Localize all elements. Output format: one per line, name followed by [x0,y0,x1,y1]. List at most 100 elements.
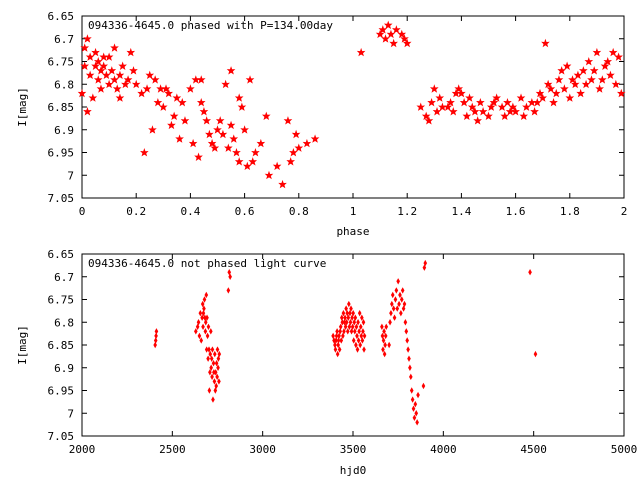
data-point [381,34,390,43]
y-tick-label: 6.8 [54,78,74,91]
data-point [200,300,205,308]
data-point [334,332,339,340]
chart-title: 094336-4645.0 phased with P=134.00day [88,19,333,32]
x-tick-label: 2 [621,205,628,218]
data-point [261,111,271,120]
data-point [380,332,385,340]
data-point [256,138,266,148]
data-point [202,296,207,303]
data-point [131,79,141,89]
data-point [213,125,222,134]
data-point [336,341,340,349]
data-point [203,328,208,335]
data-point [226,66,236,75]
data-point [383,20,393,29]
data-point [350,323,355,330]
data-points [77,20,626,189]
data-point [115,70,125,80]
data-point [579,66,588,75]
x-tick-label: 2500 [159,443,186,456]
data-point [398,291,402,299]
y-tick-label: 6.8 [54,316,74,329]
data-point [153,337,158,344]
data-point [245,75,255,84]
data-point [237,102,247,111]
data-point [413,400,418,408]
x-tick-label: 0.2 [126,205,146,218]
data-point [154,328,159,335]
chart-panel-1: 0 0.2 0.4 0.6 0.8 1 1.2 1.4 1.6 1.8 2 6.65 6.7 6.75 6.… [16,10,627,238]
data-point [215,373,219,381]
data-point [338,328,342,335]
x-tick-label: 0.6 [235,205,255,218]
data-point [530,107,539,116]
data-point [112,84,122,93]
data-point [202,305,206,312]
data-point [154,332,158,340]
data-point [549,97,558,107]
data-point [448,107,458,116]
data-point [598,75,607,84]
data-point [554,75,564,84]
data-point [392,314,397,321]
data-point [581,79,591,89]
data-point [562,61,572,70]
data-point [338,323,343,330]
data-point [310,134,320,143]
data-point [209,364,213,371]
data-point [175,134,184,143]
x-tick-label: 5000 [611,443,638,456]
data-point [415,419,419,426]
data-point [421,382,426,390]
data-point [342,328,346,335]
data-point [384,323,389,330]
data-point [351,337,356,344]
data-point [129,66,138,75]
data-point [333,341,337,349]
data-point [409,387,414,394]
y-tick-label: 6.9 [54,362,74,375]
data-point [565,93,575,102]
data-point [137,88,146,98]
data-point [362,332,367,340]
data-point [389,38,398,48]
data-point [412,414,417,421]
data-point [107,66,117,75]
data-point [383,332,388,340]
data-point [211,396,215,403]
data-point [361,328,365,335]
data-point [202,116,211,125]
data-point [145,70,155,80]
y-tick-label: 7 [67,407,74,420]
x-tick-label: 1.8 [560,205,580,218]
data-point [208,350,213,358]
data-point [606,70,615,80]
x-tick-label: 0 [79,205,86,218]
x-tick-label: 2000 [69,443,96,456]
data-point [93,75,103,84]
data-point [278,179,287,189]
data-point [333,346,338,353]
data-point [388,319,392,326]
data-point [336,337,341,344]
data-point [347,300,351,308]
data-point [346,314,351,321]
data-point [354,323,359,330]
data-point [358,323,363,330]
data-point [172,93,182,102]
data-point [573,70,583,80]
data-point [228,273,232,280]
data-point [355,332,359,340]
data-point [153,97,163,107]
data-point [611,79,621,89]
data-point [349,328,354,335]
x-tick-label: 3000 [249,443,276,456]
x-tick-label: 0.4 [180,205,200,218]
data-point [343,323,348,330]
data-point [392,25,401,34]
data-point [334,337,338,344]
data-point [110,43,119,52]
data-point [153,341,157,349]
data-point [211,360,216,367]
